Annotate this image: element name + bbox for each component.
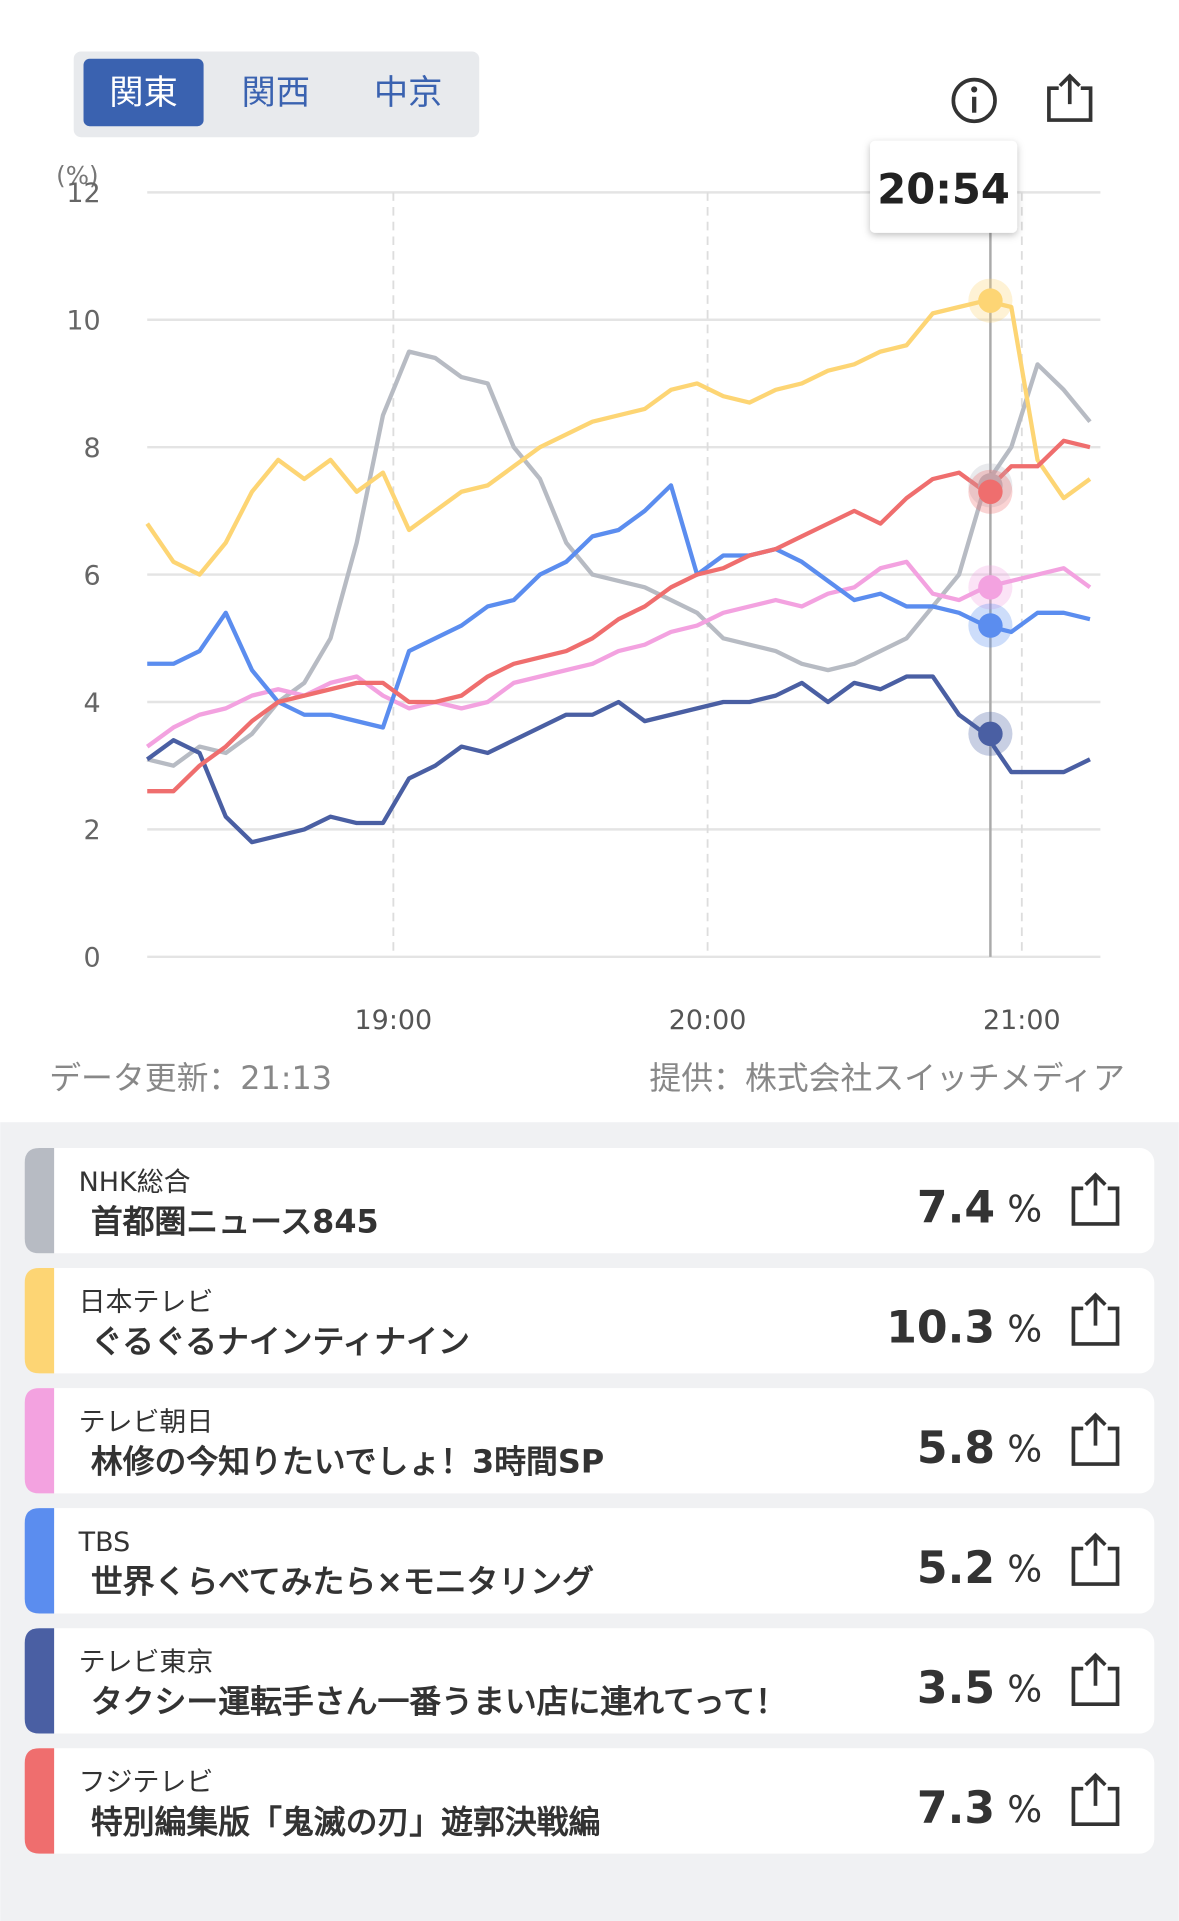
tab-selected: [83, 58, 204, 127]
share-icon[interactable]: [1047, 73, 1093, 122]
y-tick-label: 10: [66, 306, 100, 337]
tooltip: [870, 140, 1018, 233]
share-button[interactable]: [1071, 1532, 1120, 1586]
share-arrow: [1084, 1172, 1107, 1206]
program-title: タクシー運転手さん一番うまい店に連れてって！: [91, 1683, 787, 1721]
channel-name: TBS: [78, 1527, 131, 1558]
channel-color: [24, 1628, 55, 1734]
rating: 5.2: [917, 1543, 995, 1594]
rating-unit: %: [1007, 1788, 1042, 1831]
program-title: 特別編集版「鬼滅の刃」遊郭決戦編: [91, 1803, 600, 1841]
y-tick-label: 4: [84, 688, 101, 719]
series-line: [147, 438, 1091, 794]
cursor-dot: [978, 575, 1003, 600]
y-tick-label: 0: [84, 943, 101, 974]
share-arrow: [1084, 1532, 1107, 1566]
program-title: 首都圏ニュース845: [91, 1202, 379, 1240]
cursor-dot: [978, 288, 1003, 313]
x-tick-label: 21:00: [983, 1005, 1061, 1036]
channel-name: テレビ東京: [79, 1647, 214, 1678]
y-tick-label: 2: [84, 815, 101, 846]
rating: 10.3: [886, 1303, 995, 1354]
tab[interactable]: 関西: [242, 73, 311, 113]
share-arrow: [1084, 1652, 1107, 1686]
channel-name: 日本テレビ: [79, 1287, 214, 1318]
share-arrow: [1084, 1292, 1107, 1326]
share-button[interactable]: [1071, 1172, 1120, 1226]
share-box: [1071, 1306, 1120, 1346]
share-box: [1071, 1786, 1120, 1827]
rating: 5.8: [917, 1423, 995, 1474]
program-title: ぐるぐるナインティナイン: [91, 1323, 470, 1361]
updated-time: データ更新：21:13: [49, 1059, 332, 1097]
card: [24, 1748, 1155, 1854]
share-arrow: [1084, 1412, 1107, 1446]
channel-color: [24, 1748, 55, 1854]
tab[interactable]: 中京: [374, 73, 443, 113]
program-card[interactable]: TBS 世界くらべてみたら×モニタリング 5.2%: [24, 1508, 1155, 1614]
share-button[interactable]: [1071, 1412, 1120, 1466]
rating: 3.5: [917, 1663, 995, 1714]
program-title: 林修の今知りたいでしょ！3時間SP: [91, 1443, 604, 1481]
series-line: [145, 298, 1092, 577]
cursor-dot: [978, 479, 1003, 505]
share-button[interactable]: [1071, 1772, 1120, 1827]
info-icon[interactable]: [951, 77, 997, 124]
series-line: [147, 483, 1091, 730]
card: [24, 1628, 1155, 1734]
rating-unit: %: [1007, 1308, 1042, 1351]
share-button[interactable]: [1071, 1652, 1120, 1706]
rating-unit: %: [1007, 1187, 1042, 1230]
share-box: [1071, 1666, 1120, 1706]
cursor-dot: [978, 613, 1003, 638]
share-arrow: [1084, 1772, 1107, 1806]
program-title: 世界くらべてみたら×モニタリング: [91, 1563, 594, 1601]
rating-unit: %: [1007, 1548, 1042, 1591]
y-tick-label: 12: [66, 178, 100, 209]
channel-color: [24, 1388, 55, 1494]
channel-color: [24, 1268, 55, 1374]
card: [24, 1268, 1155, 1374]
series-line: [145, 674, 1091, 845]
x-tick-label: 19:00: [355, 1005, 433, 1036]
share-box: [1071, 1546, 1120, 1586]
share-box: [1071, 1186, 1120, 1226]
rating: 7.3: [917, 1783, 995, 1834]
channel-name: テレビ朝日: [79, 1407, 214, 1438]
y-tick-label: 8: [84, 433, 101, 464]
data-source: 提供：株式会社スイッチメディア: [649, 1059, 1124, 1097]
rating: 7.4: [917, 1183, 995, 1234]
rating-unit: %: [1007, 1428, 1042, 1471]
card: [24, 1388, 1155, 1494]
rating-unit: %: [1007, 1668, 1042, 1711]
channel-name: フジテレビ: [79, 1767, 214, 1798]
tooltip-time: 20:54: [877, 164, 1010, 213]
channel-color: [24, 1508, 55, 1614]
x-tick-label: 20:00: [669, 1005, 747, 1036]
tab[interactable]: 関東: [109, 73, 178, 113]
share-box: [1071, 1426, 1120, 1466]
y-tick-label: 6: [84, 560, 101, 591]
card: [24, 1147, 1155, 1254]
cursor-dot: [978, 721, 1003, 747]
channel-name: NHK総合: [79, 1167, 191, 1198]
channel-color: [24, 1147, 55, 1254]
share-button[interactable]: [1071, 1292, 1120, 1346]
card: [24, 1508, 1155, 1614]
y-axis-label: (%): [56, 161, 98, 190]
